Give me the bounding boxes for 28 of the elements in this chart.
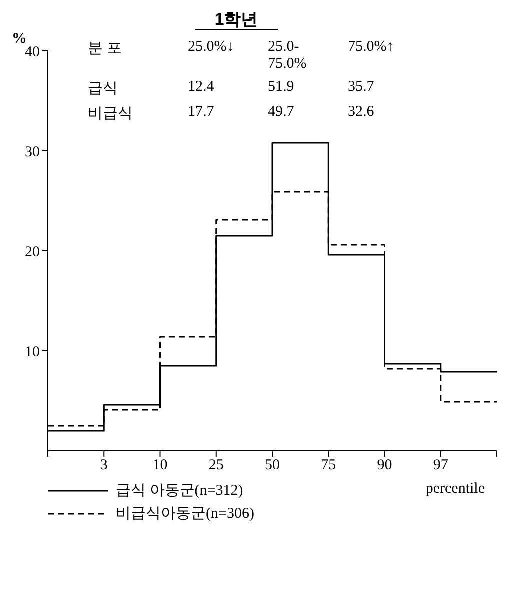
annotation: 32.6 xyxy=(348,104,376,122)
x-tick-label: 97 xyxy=(433,458,449,474)
annotation: 25.0-75.0% xyxy=(268,39,308,73)
annotation: 35.7 xyxy=(348,79,376,97)
x-tick-label: 25 xyxy=(208,458,224,474)
x-tick-label: 75 xyxy=(321,458,336,474)
chart-title: 1학년 xyxy=(194,10,278,30)
annotation: 25.0%↓ xyxy=(188,39,236,57)
legend-label: 비급식아동군(n=306) xyxy=(116,505,254,523)
x-tick-label: 90 xyxy=(377,458,392,474)
x-tick-label: 3 xyxy=(100,458,108,474)
annotation: 49.7 xyxy=(268,104,296,122)
annotation: 비급식 xyxy=(88,105,134,123)
y-tick-label: 20 xyxy=(25,244,40,260)
annotation: 51.9 xyxy=(268,79,296,97)
y-tick-label: 10 xyxy=(25,344,40,360)
y-axis-title: % xyxy=(12,31,27,47)
annotation: 75.0%↑ xyxy=(348,39,396,57)
y-tick-label: 40 xyxy=(25,44,40,60)
x-tick-label: 10 xyxy=(152,458,168,474)
annotation: 분 포 xyxy=(88,40,123,59)
annotation: 12.4 xyxy=(188,79,216,97)
x-tick-label: 50 xyxy=(265,458,280,474)
annotation: 17.7 xyxy=(188,104,216,122)
x-axis-title: percentile xyxy=(426,481,485,498)
legend-label: 급식 아동군(n=312) xyxy=(116,482,244,500)
annotation: 급식 xyxy=(88,80,119,98)
y-tick-label: 30 xyxy=(25,144,40,160)
